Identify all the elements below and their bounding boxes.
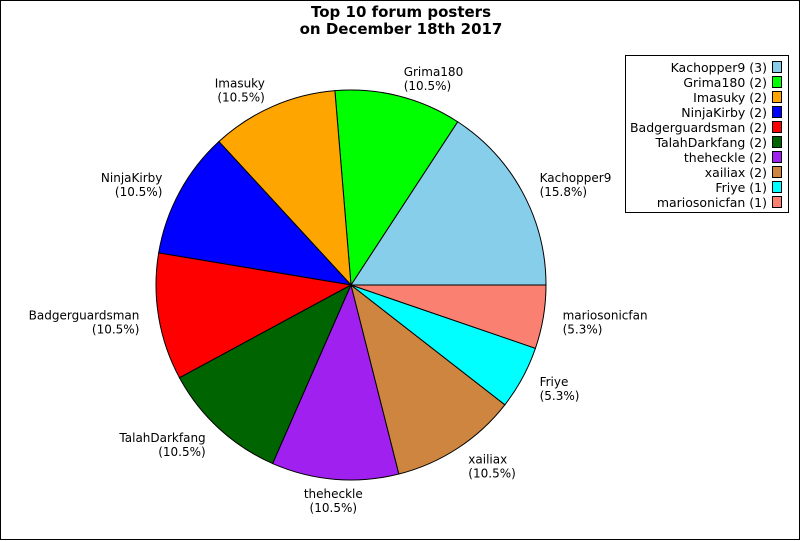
pie-slice-imasuky bbox=[218, 90, 352, 287]
pie-slice-badgerguardsman bbox=[155, 252, 353, 379]
slice-label-percent: (10.5%) bbox=[468, 467, 515, 481]
chart-legend: Kachopper9 (3) Grima180 (2) Imasuky (2) Nin… bbox=[625, 55, 789, 213]
slice-label-name: Badgerguardsman bbox=[29, 308, 140, 322]
slice-label-theheckle: theheckle(10.5%) bbox=[304, 487, 363, 515]
legend-item-ninjakirby: NinjaKirby (2) bbox=[681, 104, 782, 120]
pie-slice-xailiax bbox=[350, 283, 506, 475]
pie-slice-ninjakirby bbox=[158, 140, 353, 286]
slice-label-mariosonicfan: mariosonicfan(5.3%) bbox=[563, 308, 648, 336]
slice-label-xailiax: xailiax(10.5%) bbox=[468, 453, 515, 481]
slice-label-badgerguardsman: Badgerguardsman(10.5%) bbox=[29, 308, 140, 336]
chart-title-line-1: Top 10 forum posters bbox=[311, 3, 491, 21]
legend-label: NinjaKirby (2) bbox=[681, 104, 767, 120]
slice-label-percent: (10.5%) bbox=[217, 91, 264, 105]
chart-title: Top 10 forum posters on December 18th 20… bbox=[1, 4, 800, 38]
legend-swatch bbox=[772, 181, 782, 193]
legend-item-xailiax: xailiax (2) bbox=[704, 164, 782, 180]
slice-label-name: Imasuky bbox=[215, 77, 265, 91]
slice-label-kachopper9: Kachopper9(15.8%) bbox=[540, 171, 612, 199]
chart-title-line-2: on December 18th 2017 bbox=[299, 20, 503, 38]
legend-item-mariosonicfan: mariosonicfan (1) bbox=[656, 194, 782, 210]
legend-swatch bbox=[772, 106, 782, 118]
legend-label: Imasuky (2) bbox=[693, 89, 767, 105]
slice-label-name: Kachopper9 bbox=[540, 171, 612, 185]
pie-slice-talahdarkfang bbox=[178, 283, 353, 465]
legend-item-grima180: Grima180 (2) bbox=[683, 74, 782, 90]
pie-slice-theheckle bbox=[272, 283, 400, 481]
legend-swatch bbox=[772, 151, 782, 163]
legend-item-talahdarkfang: TalahDarkfang (2) bbox=[655, 134, 782, 150]
slice-label-percent: (10.5%) bbox=[115, 185, 162, 199]
legend-item-friye: Friye (1) bbox=[715, 179, 782, 195]
slice-label-percent: (10.5%) bbox=[158, 445, 205, 459]
legend-label: Grima180 (2) bbox=[683, 74, 767, 90]
legend-swatch bbox=[772, 61, 782, 73]
legend-label: Badgerguardsman (2) bbox=[629, 119, 767, 135]
slice-label-percent: (5.3%) bbox=[540, 389, 580, 403]
legend-label: mariosonicfan (1) bbox=[656, 194, 767, 210]
slice-label-percent: (10.5%) bbox=[310, 501, 357, 515]
legend-item-imasuky: Imasuky (2) bbox=[693, 89, 782, 105]
slice-label-friye: Friye(5.3%) bbox=[540, 375, 580, 403]
legend-swatch bbox=[772, 196, 782, 208]
slice-label-talahdarkfang: TalahDarkfang(10.5%) bbox=[118, 431, 205, 459]
legend-item-theheckle: theheckle (2) bbox=[683, 149, 782, 165]
pie-slice-grima180 bbox=[334, 89, 459, 287]
slice-label-name: xailiax bbox=[468, 453, 507, 467]
slice-label-name: mariosonicfan bbox=[563, 308, 648, 322]
slice-label-ninjakirby: NinjaKirby(10.5%) bbox=[101, 171, 162, 199]
slice-label-percent: (10.5%) bbox=[404, 79, 451, 93]
slice-label-percent: (10.5%) bbox=[92, 322, 139, 336]
legend-label: theheckle (2) bbox=[683, 149, 767, 165]
slice-label-name: NinjaKirby bbox=[101, 171, 162, 185]
pie-slice-kachopper9 bbox=[350, 121, 547, 286]
legend-swatch bbox=[772, 121, 782, 133]
slice-label-imasuky: Imasuky(10.5%) bbox=[215, 77, 265, 105]
legend-label: Friye (1) bbox=[715, 179, 767, 195]
legend-label: Kachopper9 (3) bbox=[670, 59, 767, 75]
legend-swatch bbox=[772, 166, 782, 178]
legend-swatch bbox=[772, 136, 782, 148]
legend-label: TalahDarkfang (2) bbox=[655, 134, 767, 150]
slice-label-name: Grima180 bbox=[404, 65, 464, 79]
slice-label-name: theheckle bbox=[304, 487, 363, 501]
slice-label-percent: (5.3%) bbox=[563, 322, 603, 336]
slice-label-name: Friye bbox=[540, 375, 569, 389]
legend-label: xailiax (2) bbox=[704, 164, 767, 180]
legend-item-badgerguardsman: Badgerguardsman (2) bbox=[629, 119, 782, 135]
legend-swatch bbox=[772, 76, 782, 88]
legend-swatch bbox=[772, 91, 782, 103]
slice-label-name: TalahDarkfang bbox=[118, 431, 205, 445]
slice-label-percent: (15.8%) bbox=[540, 185, 587, 199]
pie-slice-mariosonicfan bbox=[350, 284, 547, 349]
slice-label-grima180: Grima180(10.5%) bbox=[404, 65, 464, 93]
legend-item-kachopper9: Kachopper9 (3) bbox=[670, 59, 782, 75]
